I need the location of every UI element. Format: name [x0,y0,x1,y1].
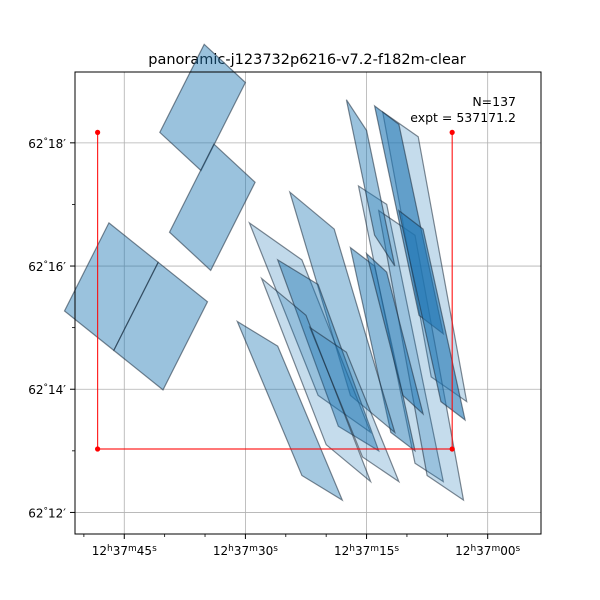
footprint-polygon [168,143,256,272]
footprint-polygon [288,190,396,435]
y-tick-label: 62°16′ [28,260,66,274]
x-tick-label: 12h37m45s [92,544,157,558]
outline-vertex [449,446,455,452]
outline-vertex [95,446,101,452]
outline-vertex [449,129,455,135]
footprint-polygon [397,209,467,422]
footprint-polygon [276,258,380,453]
x-tick-label: 12h37m00s [455,544,520,558]
x-tick-label: 12h37m15s [334,544,399,558]
y-tick-label: 62°18′ [28,137,66,151]
plot-frame [74,71,542,535]
footprint-polygon [260,276,372,484]
footprint-polygon [377,209,465,502]
y-tick-label: 62°14′ [28,383,66,397]
survey-outline [95,129,455,452]
outline-vertex [95,129,101,135]
chart-title: panoramic-j123732p6216-v7.2-f182m-clear [148,52,466,68]
stats-annotation: N=137 expt = 537171.2 [410,94,516,125]
outline-path [97,132,453,450]
x-tick-label: 12h37m30s [213,544,278,558]
footprint-polygon [159,43,247,172]
annotation-count: N=137 [472,94,516,109]
footprint-polygon [365,251,425,416]
y-tick-label: 62°12′ [28,506,66,520]
footprint-polygon [345,99,396,267]
axis-ticks: 12h37m45s 12h37m30s 12h37m15s 12h37m00s 62°1… [28,137,520,558]
grid-lines [75,72,541,534]
footprint-polygon [113,261,209,391]
footprint-polygon [308,325,401,484]
footprint-polygons [63,43,468,502]
annotation-exposure: expt = 537171.2 [410,110,516,125]
